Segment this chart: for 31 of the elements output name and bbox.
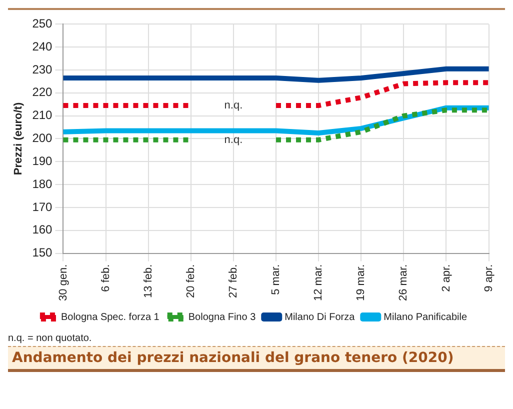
legend-label: Milano Panificabile	[384, 312, 468, 323]
x-tick-label: 6 feb.	[100, 264, 112, 292]
y-tick-label: 170	[32, 200, 53, 214]
y-tick-label: 190	[32, 154, 53, 168]
x-tick-label: 20 feb.	[184, 264, 197, 298]
y-tick-label: 210	[32, 108, 53, 122]
x-tick-label: 9 apr.	[482, 264, 495, 292]
y-tick-label: 160	[32, 222, 53, 237]
text: n.q. = non quotato.	[8, 333, 93, 344]
legend-label: Bologna Fino 3	[188, 312, 256, 323]
y-tick-label: 180	[32, 176, 53, 191]
y-tick-label: 220	[32, 85, 53, 100]
x-tick-label: 30 gen.	[57, 264, 70, 301]
x-tick-label: 26 mar.	[398, 264, 410, 301]
x-tick-label: 19 mar.	[355, 264, 368, 301]
annotation: n.q.	[224, 100, 243, 112]
x-tick-label: 27 feb.	[227, 264, 240, 298]
y-tick-label: 200	[32, 131, 53, 146]
y-tick-label: 240	[32, 39, 53, 54]
x-tick-label: 2 apr.	[440, 264, 452, 292]
legend-label: Bologna Spec. forza 1	[60, 312, 160, 323]
text: Andamento dei prezzi nazionali del grano tenero (2020)	[8, 346, 505, 372]
annotation: n.q.	[224, 134, 243, 146]
y-tick-label: 230	[32, 62, 53, 76]
y-tick-label: 250	[32, 16, 53, 31]
x-tick-label: 13 feb.	[142, 264, 154, 298]
x-tick-label: 12 mar.	[312, 264, 325, 301]
legend-label: Milano Di Forza	[284, 312, 356, 323]
y-axis-title: Prezzi (euro/t)	[12, 102, 25, 176]
x-tick-label: 5 mar.	[270, 264, 282, 295]
y-tick-label: 150	[32, 246, 53, 260]
